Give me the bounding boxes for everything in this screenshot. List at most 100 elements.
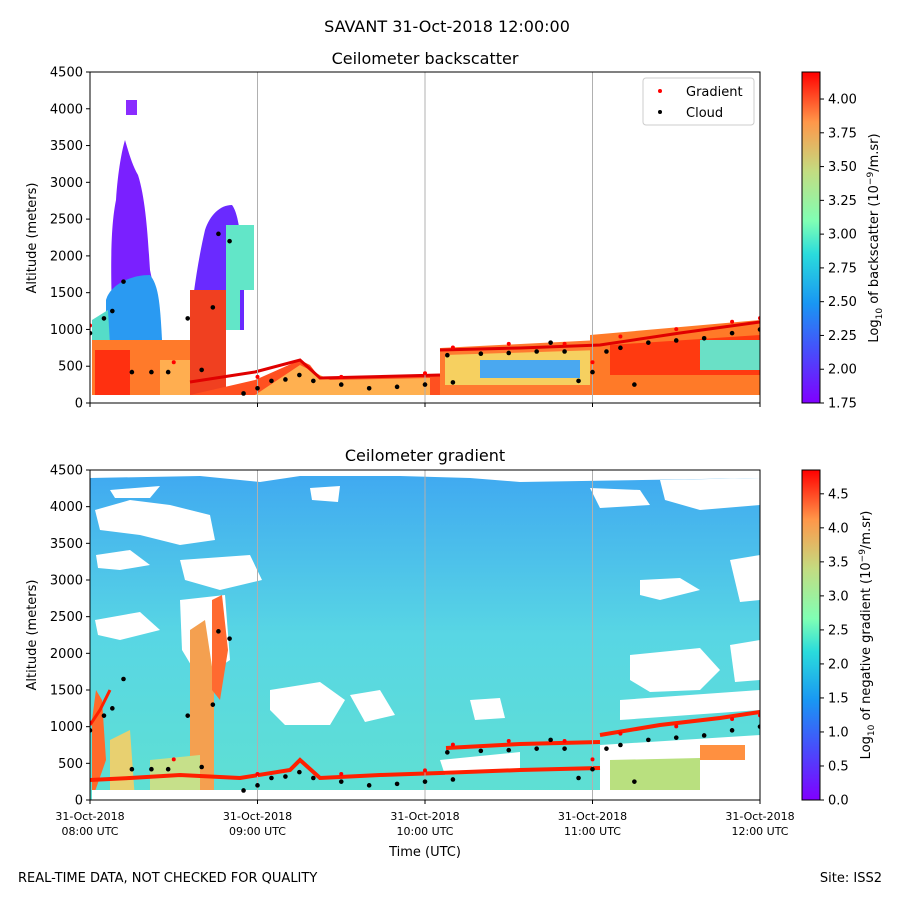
cloud-marker [534, 746, 539, 751]
colorbar-tick-label: 4.5 [828, 487, 849, 502]
gradient-marker [506, 341, 511, 346]
y-tick-label: 1500 [50, 286, 83, 301]
gradient-x-ticks: 31-Oct-2018 08:00 UTC 31-Oct-2018 09:00 UTC… [55, 800, 795, 838]
cloud-marker [199, 764, 204, 770]
cloud-marker [255, 783, 260, 788]
colorbar-tick-label: 3.50 [828, 160, 857, 175]
cloud-marker [241, 391, 246, 396]
cloud-marker [185, 713, 191, 718]
cloud-marker [445, 750, 450, 755]
cloud-marker [548, 737, 553, 743]
cloud-marker [506, 747, 512, 753]
colorbar-tick-label: 3.25 [828, 194, 857, 209]
cloud-marker [445, 352, 450, 358]
cloud-marker [632, 382, 637, 387]
y-tick-label: 4000 [50, 500, 83, 515]
y-tick-label: 1000 [50, 323, 83, 338]
backscatter-gridlines [257, 72, 593, 403]
backscatter-y-ticks: 0 500 1000 1500 2000 2500 3000 3500 4000 4500 [50, 66, 90, 412]
cloud-marker [129, 369, 135, 375]
cloud-marker [701, 335, 707, 341]
x-tick-label-date: 31-Oct-2018 [725, 810, 794, 823]
cloud-marker [729, 330, 735, 336]
colorbar-tick-label: 2.50 [828, 295, 857, 310]
cloud-marker [478, 748, 484, 754]
cloud-marker [165, 766, 171, 772]
legend-cloud-marker [658, 110, 662, 114]
gradient-marker [450, 345, 455, 350]
y-tick-label: 4000 [50, 102, 83, 117]
cloud-marker [297, 372, 302, 378]
gradient-marker [618, 334, 623, 339]
cloud-marker [101, 713, 107, 718]
backscatter-ylabel: Altitude (meters) [25, 183, 40, 294]
cloud-marker [604, 746, 609, 751]
colorbar-tick-label: 1.5 [828, 691, 849, 706]
colorbar-tick-label: 1.0 [828, 725, 849, 740]
x-tick-label-date: 31-Oct-2018 [390, 810, 459, 823]
gradient-marker [171, 757, 176, 762]
cloud-marker [269, 378, 274, 384]
colorbar-tick-label: 0.0 [828, 794, 849, 809]
y-tick-label: 1500 [50, 684, 83, 699]
gradient-marker [450, 742, 455, 747]
gradient-marker [255, 374, 260, 379]
cloud-marker [210, 702, 216, 707]
cloud-marker [216, 629, 221, 634]
gradient-colorbar-ticks: 0.0 0.5 1.0 1.5 2.0 2.5 3.0 3.5 4.0 4.5 [820, 487, 849, 809]
x-tick-label-time: 09:00 UTC [229, 825, 286, 838]
gradient-marker [339, 772, 344, 776]
cloud-marker [729, 728, 735, 733]
backscatter-cloud-markers [90, 231, 760, 396]
cloud-marker [297, 769, 302, 775]
gradient-colorbar-label: Log10 of negative gradient (10−9/m.sr) [858, 511, 877, 760]
gradient-marker [674, 327, 679, 332]
y-tick-label: 2000 [50, 647, 83, 662]
gradient-gridlines [257, 470, 593, 800]
gradient-marker [562, 341, 567, 346]
colorbar-tick-label: 2.5 [828, 623, 849, 638]
footer-quality-note: REAL-TIME DATA, NOT CHECKED FOR QUALITY [18, 871, 317, 886]
backscatter-panel: Ceilometer backscatter [25, 49, 885, 412]
cloud-marker [227, 238, 232, 244]
colorbar-tick-label: 2.0 [828, 657, 849, 672]
gradient-marker [590, 757, 595, 762]
gradient-cloud-markers [90, 629, 760, 793]
cloud-marker [632, 779, 637, 784]
colorbar-tick-label: 4.00 [828, 93, 857, 108]
cloud-marker [269, 775, 274, 781]
cloud-marker [576, 775, 581, 781]
y-tick-label: 2500 [50, 213, 83, 228]
gradient-marker [618, 731, 623, 736]
colorbar-tick-label: 3.00 [828, 228, 857, 243]
gradient-marker [423, 768, 427, 773]
cloud-marker [90, 728, 93, 733]
cloud-marker [506, 350, 512, 356]
gradient-marker [590, 360, 595, 365]
cloud-marker [227, 636, 232, 641]
gradient-ylabel: Altitude (meters) [25, 580, 40, 691]
cloud-marker [422, 382, 428, 387]
gradient-marker [423, 371, 427, 376]
colorbar-tick-label: 2.75 [828, 261, 857, 276]
y-tick-label: 2000 [50, 249, 83, 264]
colorbar-tick-label: 4.0 [828, 521, 849, 536]
cloud-marker [110, 706, 115, 711]
gradient-marker [255, 772, 260, 776]
x-tick-label-time: 08:00 UTC [61, 825, 118, 838]
cloud-marker [110, 308, 115, 314]
cloud-marker [646, 340, 651, 345]
gradient-y-ticks: 0 500 1000 1500 2000 2500 3000 3500 4000 4500 [50, 464, 90, 809]
y-tick-label: 0 [75, 794, 83, 809]
cloud-marker [701, 733, 707, 738]
gradient-marker [562, 739, 567, 743]
x-tick-label-date: 31-Oct-2018 [558, 810, 627, 823]
cloud-marker [165, 369, 171, 375]
x-tick-label-date: 31-Oct-2018 [223, 810, 292, 823]
cloud-marker [338, 779, 344, 784]
footer-site: Site: ISS2 [820, 871, 882, 886]
cloud-marker [241, 788, 246, 793]
y-tick-label: 500 [58, 757, 83, 772]
cloud-marker [283, 774, 288, 779]
